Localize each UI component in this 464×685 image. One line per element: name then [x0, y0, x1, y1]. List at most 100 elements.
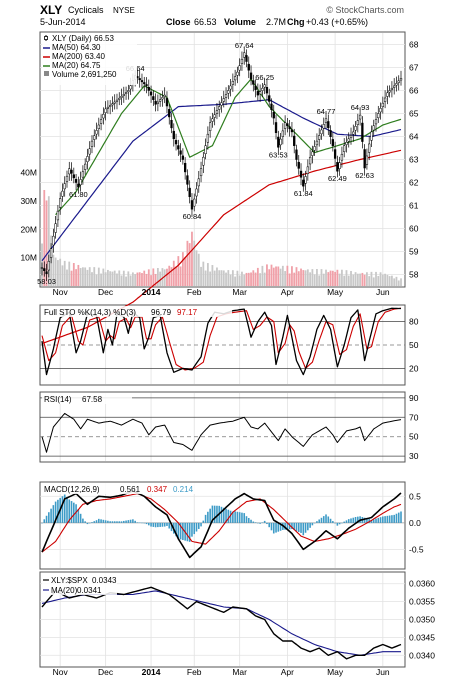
- macd-histogram-bar: [213, 505, 216, 523]
- macd-histogram-bar: [341, 522, 343, 524]
- macd-histogram-bar: [270, 522, 273, 531]
- price-bar-body: [361, 122, 364, 142]
- volume-bar: [188, 243, 191, 286]
- x-tick-label-bottom: Dec: [98, 667, 114, 677]
- volume-bar: [261, 265, 264, 286]
- volume-bar: [329, 270, 332, 286]
- macd-histogram-bar: [200, 522, 202, 527]
- volume-bar: [377, 275, 380, 286]
- price-bar-body: [390, 87, 394, 91]
- price-bar-body: [345, 142, 348, 145]
- price-bar-body: [77, 183, 80, 188]
- macd-histogram-bar: [182, 522, 184, 541]
- price-bar-body: [115, 99, 119, 102]
- price-bar-body: [256, 91, 260, 96]
- price-bar-body: [274, 122, 278, 133]
- price-bar-body: [56, 210, 60, 221]
- price-bar-body: [211, 118, 214, 122]
- macd-histogram-bar: [61, 496, 64, 523]
- macd-tick-label: 0.5: [409, 491, 421, 501]
- price-bar-body: [340, 153, 344, 161]
- price-bar-body: [308, 156, 312, 165]
- macd-histogram-bar: [41, 522, 43, 524]
- volume-bar: [281, 265, 284, 286]
- macd-histogram-bar: [272, 522, 275, 534]
- stochastic-title: Full STO %K(14,3) %D(3) 96.79 97.17: [42, 306, 232, 317]
- volume-label: Volume: [224, 17, 256, 27]
- rsi-tick-label: 90: [409, 393, 419, 403]
- volume-value: 2.7M: [266, 17, 286, 27]
- macd-histogram-bar: [50, 508, 52, 523]
- price-bar-body: [206, 133, 210, 143]
- macd-histogram-bar: [304, 522, 307, 533]
- price-bar-body: [152, 96, 155, 100]
- price-bar-body: [238, 65, 241, 71]
- volume-bar: [43, 189, 46, 286]
- chg-value: +0.43 (+0.65%): [306, 17, 368, 27]
- volume-bar: [293, 272, 296, 286]
- macd-histogram-bar: [347, 519, 350, 523]
- macd-histogram-bar: [307, 522, 309, 531]
- volume-bar: [154, 273, 157, 286]
- volume-bar: [302, 270, 305, 286]
- volume-bar: [391, 275, 393, 286]
- macd-histogram-bar: [102, 519, 105, 523]
- price-bar-body: [293, 135, 296, 146]
- price-bar-body: [145, 84, 148, 87]
- symbol: XLY: [40, 3, 62, 17]
- x-tick-label-top: Jun: [376, 287, 390, 297]
- volume-bar: [266, 264, 268, 286]
- macd-histogram-bar: [202, 520, 205, 523]
- volume-bar: [336, 269, 339, 286]
- macd-histogram-bar: [197, 522, 200, 529]
- volume-bar: [275, 266, 277, 286]
- price-bar-body: [188, 187, 191, 198]
- price-bar-body: [388, 90, 391, 93]
- volume-bar: [238, 275, 241, 286]
- rsi-tick-label: 50: [409, 432, 419, 442]
- macd-histogram-bar: [366, 518, 368, 523]
- macd-histogram-bar: [336, 522, 339, 526]
- macd-histogram-bar: [82, 518, 84, 523]
- price-bar-body: [331, 139, 334, 146]
- price-bar-body: [90, 140, 94, 147]
- macd-histogram-bar: [43, 519, 46, 523]
- exchange: NYSE: [113, 6, 135, 15]
- macd-histogram-bar: [268, 522, 271, 528]
- macd-histogram-bar: [170, 522, 173, 532]
- price-bar-body: [277, 136, 280, 148]
- price-annotation: 61.80: [69, 190, 88, 199]
- price-bar-body: [147, 87, 150, 91]
- price-bar-body: [333, 149, 337, 159]
- ratio-tick-label: 0.0340: [409, 650, 435, 660]
- price-bar-body: [72, 174, 75, 179]
- volume-bar: [84, 267, 87, 286]
- sto-tick-label: 50: [409, 340, 419, 350]
- volume-bar: [381, 274, 384, 286]
- macd-histogram-bar: [311, 522, 314, 526]
- price-bar-body: [106, 106, 110, 109]
- price-bar-body: [183, 162, 187, 173]
- volume-bar: [79, 268, 82, 286]
- macd-histogram-bar: [284, 522, 286, 530]
- macd-histogram-bar: [127, 520, 130, 523]
- macd-histogram-bar: [397, 512, 400, 523]
- volume-bar: [159, 271, 162, 286]
- price-bar-body: [245, 55, 248, 62]
- macd-histogram-bar: [52, 505, 55, 523]
- volume-bar: [361, 272, 364, 286]
- volume-bar: [354, 272, 357, 286]
- volume-bar: [197, 253, 200, 286]
- volume-bar: [184, 257, 187, 286]
- price-bar-body: [40, 267, 44, 269]
- macd-histogram-bar: [175, 522, 177, 537]
- price-annotation: 64.93: [351, 103, 370, 112]
- macd-histogram-bar: [343, 521, 345, 523]
- volume-bar: [397, 280, 400, 286]
- macd-title: MACD(12,26,9) 0.561 0.347 0.214: [42, 483, 232, 494]
- macd-histogram-bar: [313, 522, 316, 524]
- volume-bar: [259, 273, 262, 286]
- price-bar-body: [86, 156, 89, 163]
- macd-histogram-bar: [104, 520, 107, 523]
- macd-value: 0.561: [120, 485, 141, 494]
